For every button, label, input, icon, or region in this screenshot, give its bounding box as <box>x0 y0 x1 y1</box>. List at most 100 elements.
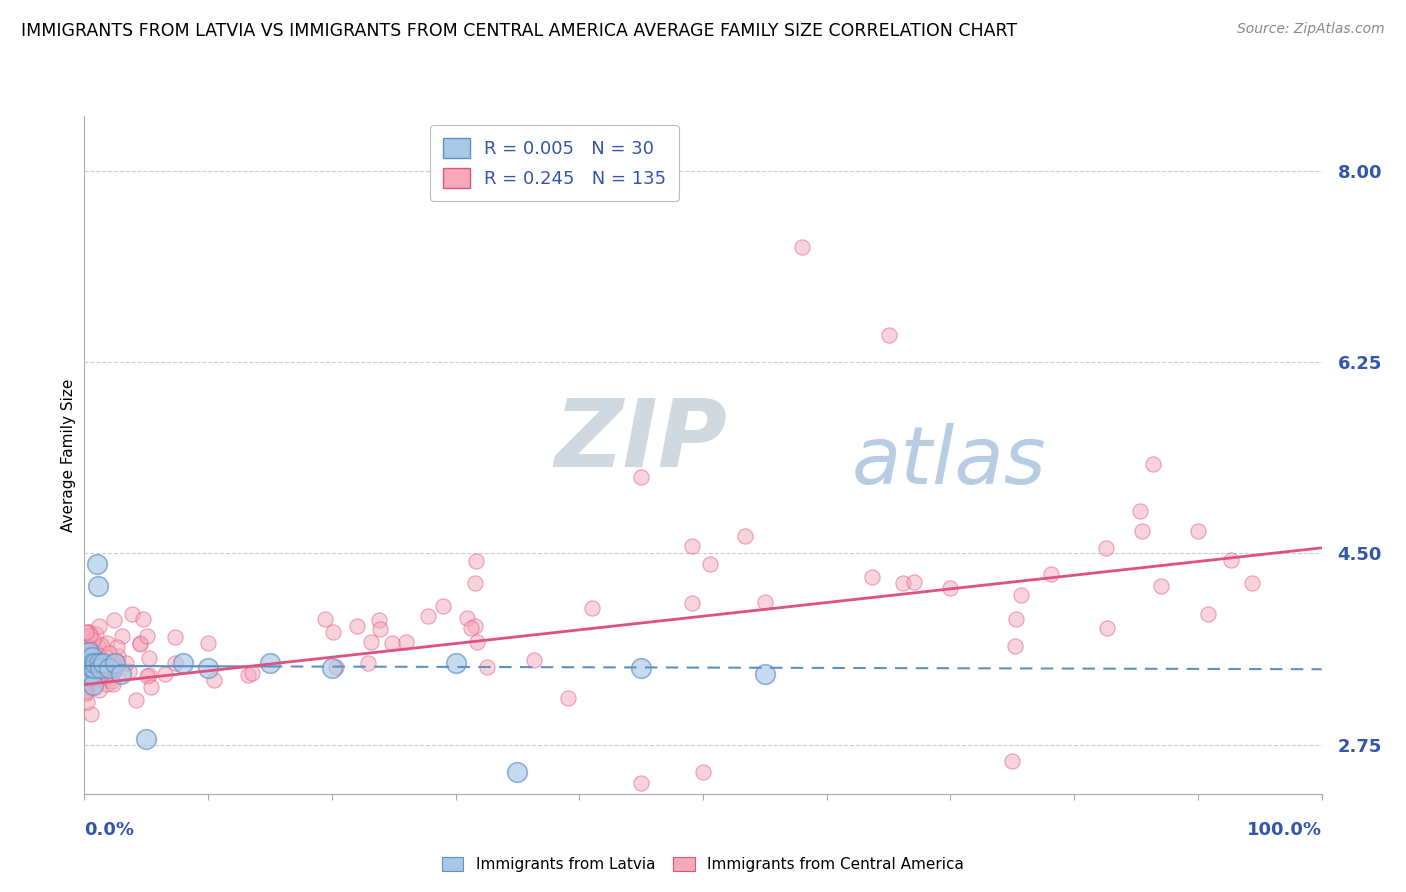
Point <box>165 657 187 671</box>
Point <box>381 636 404 650</box>
Point <box>464 576 486 591</box>
Point <box>87 648 110 662</box>
Point <box>1129 504 1152 518</box>
Legend: Immigrants from Latvia, Immigrants from Central America: Immigrants from Latvia, Immigrants from … <box>434 849 972 880</box>
Point <box>1095 541 1118 556</box>
Point <box>107 648 129 663</box>
Point <box>240 666 263 681</box>
Point <box>444 656 467 670</box>
Point <box>1142 457 1164 471</box>
Point <box>1095 621 1118 635</box>
Point <box>90 654 112 668</box>
Point <box>1001 754 1024 768</box>
Point <box>1150 579 1173 593</box>
Point <box>104 656 127 670</box>
Point <box>79 656 101 670</box>
Point <box>83 661 105 675</box>
Point <box>1219 553 1241 567</box>
Point <box>90 638 112 652</box>
Point <box>80 658 103 673</box>
Point <box>104 662 127 676</box>
Point <box>754 595 776 609</box>
Text: Source: ZipAtlas.com: Source: ZipAtlas.com <box>1237 22 1385 37</box>
Point <box>1004 639 1026 653</box>
Point <box>464 618 486 632</box>
Point <box>163 630 186 644</box>
Text: atlas: atlas <box>852 423 1046 500</box>
Point <box>79 645 101 659</box>
Point <box>101 677 124 691</box>
Point <box>82 649 104 664</box>
Point <box>79 628 101 642</box>
Point <box>75 683 97 698</box>
Point <box>76 644 98 658</box>
Text: 100.0%: 100.0% <box>1247 821 1322 839</box>
Point <box>90 655 112 669</box>
Point <box>94 649 117 664</box>
Point <box>1240 575 1263 590</box>
Point <box>87 579 110 593</box>
Point <box>82 656 104 670</box>
Point <box>135 732 157 747</box>
Point <box>128 637 150 651</box>
Point <box>98 661 121 675</box>
Point <box>77 672 100 686</box>
Point <box>630 470 652 484</box>
Point <box>76 656 98 670</box>
Point <box>135 669 157 683</box>
Point <box>139 680 162 694</box>
Point <box>87 665 110 680</box>
Point <box>523 653 546 667</box>
Point <box>1010 588 1032 602</box>
Point <box>75 649 97 664</box>
Point <box>97 665 120 679</box>
Point <box>79 662 101 676</box>
Point <box>681 539 703 553</box>
Point <box>115 656 138 670</box>
Point <box>75 657 97 671</box>
Point <box>87 618 110 632</box>
Point <box>204 673 226 687</box>
Point <box>93 672 115 686</box>
Point <box>75 654 97 668</box>
Point <box>101 654 124 668</box>
Point <box>97 646 120 660</box>
Point <box>80 664 103 678</box>
Point <box>325 660 347 674</box>
Point <box>322 625 344 640</box>
Y-axis label: Average Family Size: Average Family Size <box>60 378 76 532</box>
Point <box>77 665 100 680</box>
Point <box>460 621 482 635</box>
Point <box>77 666 100 681</box>
Point <box>581 600 603 615</box>
Point <box>125 693 148 707</box>
Point <box>83 654 105 668</box>
Point <box>75 675 97 690</box>
Point <box>475 660 498 674</box>
Point <box>80 660 103 674</box>
Point <box>903 575 925 590</box>
Text: ZIP: ZIP <box>554 395 727 487</box>
Text: IMMIGRANTS FROM LATVIA VS IMMIGRANTS FROM CENTRAL AMERICA AVERAGE FAMILY SIZE CO: IMMIGRANTS FROM LATVIA VS IMMIGRANTS FRO… <box>21 22 1017 40</box>
Point <box>77 649 100 664</box>
Point <box>681 596 703 610</box>
Point <box>96 636 118 650</box>
Point <box>465 634 488 648</box>
Point <box>76 656 98 670</box>
Point <box>84 626 107 640</box>
Point <box>75 625 97 640</box>
Point <box>91 656 114 670</box>
Point <box>1130 524 1153 538</box>
Point <box>138 650 160 665</box>
Point <box>630 776 652 790</box>
Point <box>1040 566 1063 581</box>
Point <box>75 686 97 700</box>
Point <box>860 570 883 584</box>
Point <box>87 683 110 698</box>
Point <box>84 650 107 665</box>
Point <box>557 691 579 706</box>
Point <box>77 624 100 639</box>
Point <box>77 650 100 665</box>
Point <box>259 656 281 670</box>
Point <box>76 677 98 691</box>
